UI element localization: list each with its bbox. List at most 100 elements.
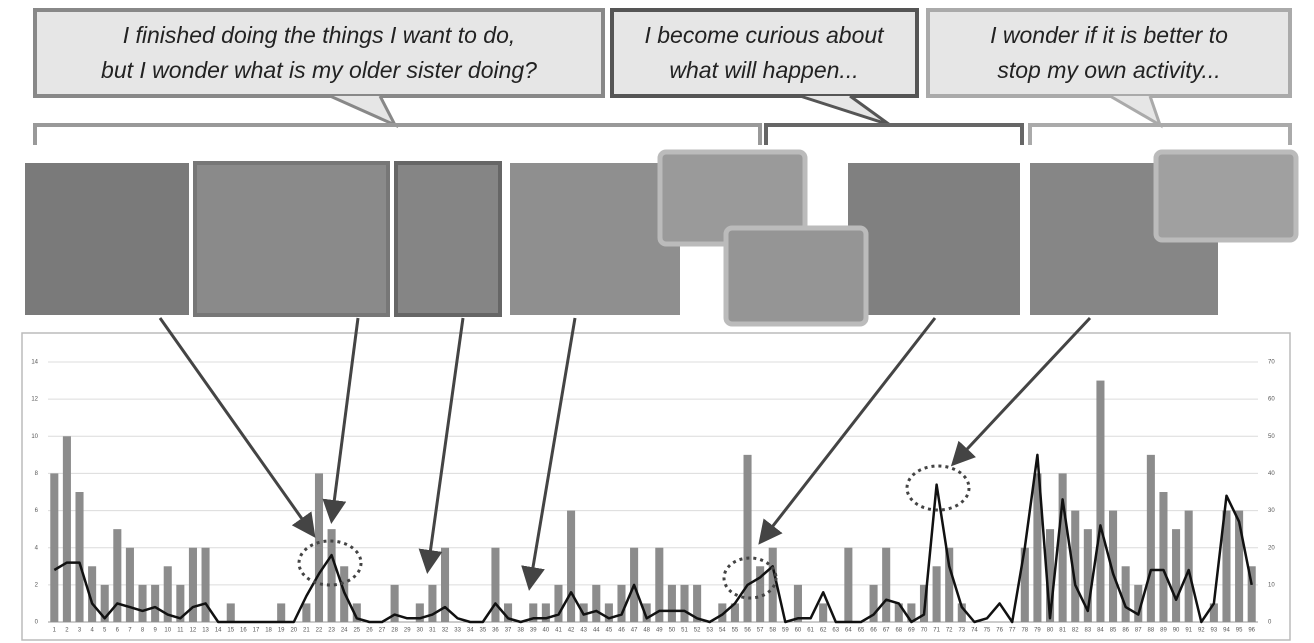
x-tick-label: 65 xyxy=(858,628,865,634)
x-tick-label: 90 xyxy=(1173,628,1180,634)
bar xyxy=(1121,566,1130,622)
x-tick-label: 92 xyxy=(1198,628,1205,634)
x-tick-label: 75 xyxy=(984,628,991,634)
x-tick-label: 24 xyxy=(341,628,348,634)
y-tick-label: 8 xyxy=(35,471,39,477)
arrow xyxy=(758,317,937,545)
x-tick-label: 48 xyxy=(643,628,650,634)
x-tick-label: 61 xyxy=(807,628,814,634)
arrow xyxy=(322,317,360,524)
x-tick-label: 22 xyxy=(316,628,323,634)
arrow xyxy=(418,317,465,574)
x-tick-label: 5 xyxy=(103,628,107,634)
bar xyxy=(352,603,361,622)
bar xyxy=(1172,529,1181,622)
speech-bubbles: I finished doing the things I want to do… xyxy=(33,8,1292,145)
x-tick-label: 28 xyxy=(391,628,398,634)
bar xyxy=(655,547,664,622)
bar xyxy=(1209,603,1218,622)
x-tick-label: 81 xyxy=(1059,628,1066,634)
y-tick-label: 10 xyxy=(31,434,38,440)
x-tick-label: 30 xyxy=(416,628,423,634)
bar xyxy=(88,566,97,622)
bar xyxy=(592,584,601,622)
bracket xyxy=(764,123,1024,145)
bar xyxy=(327,529,336,622)
bar xyxy=(188,547,197,622)
bar xyxy=(793,584,802,622)
x-tick-label: 2 xyxy=(65,628,69,634)
x-tick-label: 7 xyxy=(128,628,132,634)
bubble xyxy=(926,8,1292,98)
bar xyxy=(138,584,147,622)
x-tick-label: 56 xyxy=(744,628,751,634)
annotations xyxy=(158,316,1092,600)
x-tick-label: 38 xyxy=(517,628,524,634)
bar xyxy=(100,584,109,622)
photo xyxy=(25,163,189,315)
bubble-tail xyxy=(329,94,399,129)
y2-tick-label: 30 xyxy=(1268,508,1275,514)
bar xyxy=(819,603,828,622)
x-tick-label: 42 xyxy=(568,628,575,634)
x-tick-label: 70 xyxy=(921,628,928,634)
bar xyxy=(504,603,513,622)
x-tick-label: 76 xyxy=(996,628,1003,634)
x-tick-label: 45 xyxy=(606,628,613,634)
x-tick-label: 12 xyxy=(190,628,197,634)
bar xyxy=(428,584,437,622)
bar xyxy=(62,436,71,622)
x-tick-label: 46 xyxy=(618,628,625,634)
x-tick-label: 58 xyxy=(769,628,776,634)
y-tick-label: 4 xyxy=(35,545,39,551)
bar xyxy=(1109,510,1118,622)
x-tick-label: 82 xyxy=(1072,628,1079,634)
bar xyxy=(1222,510,1231,622)
x-tick-label: 52 xyxy=(694,628,701,634)
bar xyxy=(667,584,676,622)
bubble-tail xyxy=(1109,94,1163,129)
bar xyxy=(882,547,891,622)
photo xyxy=(848,163,1020,315)
bar xyxy=(113,529,122,622)
bubble-text: what will happen... xyxy=(669,57,858,83)
bar xyxy=(75,492,84,622)
bar xyxy=(1096,380,1105,622)
bar xyxy=(844,547,853,622)
bar xyxy=(756,566,765,622)
bar xyxy=(125,547,134,622)
x-tick-label: 6 xyxy=(116,628,120,634)
x-tick-label: 19 xyxy=(278,628,285,634)
photo xyxy=(394,161,502,317)
bar xyxy=(642,603,651,622)
y-tick-label: 14 xyxy=(31,360,38,366)
x-tick-label: 40 xyxy=(543,628,550,634)
bar xyxy=(226,603,235,622)
photo xyxy=(193,161,390,317)
x-tick-label: 18 xyxy=(265,628,272,634)
bar xyxy=(945,547,954,622)
highlight-circle xyxy=(722,556,778,600)
bar xyxy=(567,510,576,622)
photo xyxy=(1153,149,1299,243)
bar xyxy=(680,584,689,622)
x-tick-label: 87 xyxy=(1135,628,1142,634)
x-tick-label: 83 xyxy=(1085,628,1092,634)
bubble-text: I wonder if it is better to xyxy=(990,22,1228,48)
x-tick-label: 43 xyxy=(580,628,587,634)
bar xyxy=(932,566,941,622)
bubble-text: I become curious about xyxy=(644,22,885,48)
x-tick-label: 85 xyxy=(1110,628,1117,634)
bar xyxy=(277,603,286,622)
bar xyxy=(491,547,500,622)
bar xyxy=(302,603,311,622)
y2-tick-label: 20 xyxy=(1268,545,1275,551)
bar xyxy=(693,584,702,622)
bracket xyxy=(1028,123,1292,145)
x-tick-label: 84 xyxy=(1097,628,1104,634)
highlight-circle xyxy=(905,464,971,512)
x-tick-label: 88 xyxy=(1148,628,1155,634)
x-tick-label: 71 xyxy=(933,628,940,634)
bar xyxy=(151,584,160,622)
